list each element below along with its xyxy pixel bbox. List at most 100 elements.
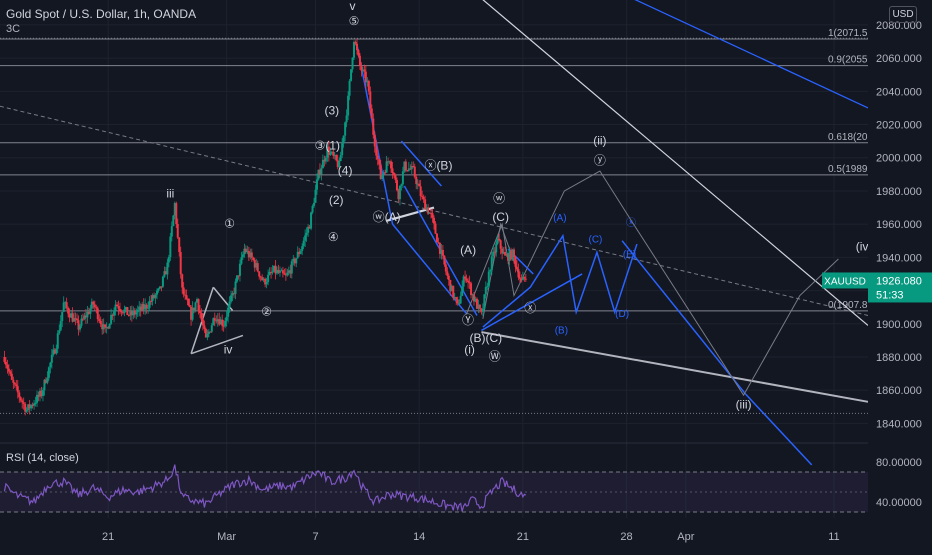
price-tick-label: 1860.000: [876, 385, 922, 397]
candle-body: [234, 281, 237, 294]
candle-body: [250, 252, 253, 258]
candle-body: [415, 176, 418, 184]
price-tick-label: 1840.000: [876, 418, 922, 430]
candle-body: [218, 319, 221, 325]
candle-body: [437, 242, 440, 244]
candle-body: [153, 295, 156, 298]
candle-body: [363, 69, 366, 72]
candle-body: [104, 324, 107, 328]
elliott-wave-label: ⓧ(B): [424, 158, 452, 172]
candle-body: [46, 377, 49, 383]
rsi-tick-label: 80.00000: [876, 457, 922, 469]
candle-body: [13, 382, 16, 385]
candle-body: [259, 276, 262, 278]
candle-body: [90, 301, 93, 309]
candle-body: [280, 270, 283, 272]
candle-body: [409, 168, 412, 170]
candle-body: [130, 311, 133, 316]
candle-body: [49, 362, 52, 368]
elliott-wave-label: (2): [329, 193, 344, 207]
candle-body: [382, 172, 385, 176]
candle-body: [233, 293, 236, 295]
candle-body: [18, 392, 21, 398]
candle-body: [401, 171, 404, 185]
candle-body: [361, 69, 364, 71]
time-axis: 21 Mar 7 14 21 28 Apr 11: [102, 531, 840, 543]
candle-body: [273, 265, 276, 272]
candle-body: [261, 277, 264, 281]
candle-body: [190, 306, 193, 320]
candle-body: [116, 304, 119, 307]
price-badge[interactable]: [868, 272, 932, 303]
candle-body: [333, 154, 336, 156]
time-tick-label: Apr: [677, 531, 694, 543]
candle-body: [194, 302, 197, 311]
candle-body: [142, 304, 145, 310]
symbol-badge[interactable]: [822, 272, 868, 289]
candle-body: [430, 212, 433, 214]
candle-body: [81, 318, 84, 320]
candle-body: [375, 146, 378, 156]
blue-wave-label: (D): [615, 309, 629, 320]
elliott-wave-label: (3): [324, 104, 339, 118]
candle-body: [354, 41, 357, 44]
candle-body: [133, 310, 136, 315]
candle-body: [342, 135, 345, 144]
candle-body: [492, 251, 495, 257]
candle-body: [136, 309, 139, 313]
candle-body: [370, 108, 373, 119]
candle-body: [41, 390, 44, 396]
rsi-title[interactable]: RSI (14, close): [6, 452, 79, 464]
candle-body: [424, 199, 427, 210]
candle-body: [59, 321, 62, 331]
candle-body: [378, 159, 381, 165]
candle-body: [210, 325, 213, 332]
candle-body: [376, 155, 379, 160]
candle-body: [141, 304, 144, 311]
rsi-line[interactable]: [3, 464, 527, 512]
currency-badge[interactable]: USD: [889, 6, 917, 23]
candle-body: [40, 390, 43, 396]
candle-body: [256, 263, 259, 272]
candle-body: [61, 311, 64, 322]
candle-body: [520, 278, 523, 281]
candle-body: [403, 161, 406, 172]
candle-body: [301, 246, 304, 251]
candle-body: [385, 161, 388, 173]
candle-body: [324, 157, 327, 162]
candle-body: [407, 168, 410, 171]
candle-body: [517, 269, 520, 278]
time-tick-label: 11: [828, 531, 839, 543]
candle-body: [74, 318, 77, 320]
candle-body: [108, 323, 111, 329]
symbol-title[interactable]: Gold Spot / U.S. Dollar, 1h, OANDA: [6, 7, 197, 21]
candle-body: [121, 312, 124, 314]
time-tick-label: 28: [620, 531, 632, 543]
candle-body: [163, 271, 166, 277]
candle-body: [196, 299, 199, 303]
candle-body: [317, 169, 320, 180]
candle-body: [345, 115, 348, 123]
elliott-wave-label: ②: [261, 304, 272, 318]
candle-body: [427, 207, 430, 214]
candle-body: [207, 331, 210, 334]
candle-body: [347, 95, 350, 116]
candle-body: [355, 43, 358, 51]
candle-body: [468, 282, 471, 284]
candle-body: [216, 319, 219, 322]
candle-body: [253, 259, 256, 268]
candle-body: [93, 304, 96, 308]
candle-body: [203, 325, 206, 329]
candle-body: [123, 309, 126, 313]
candle-body: [145, 304, 148, 309]
candle-body: [302, 240, 305, 247]
elliott-wave-label: (B)(C): [470, 331, 503, 345]
candle-body: [510, 250, 513, 260]
candle-body: [86, 311, 89, 318]
candle-body: [483, 294, 486, 309]
candle-body: [238, 263, 241, 276]
candle-body: [395, 180, 398, 191]
